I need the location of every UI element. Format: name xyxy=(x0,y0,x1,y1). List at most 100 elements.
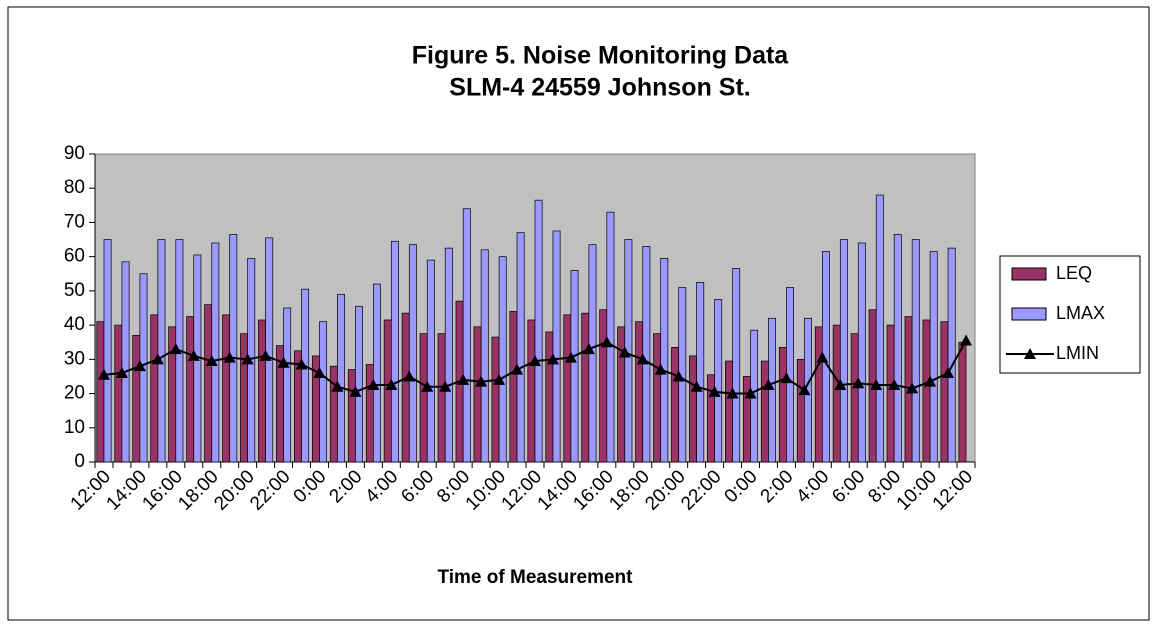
bar xyxy=(240,333,249,463)
bar xyxy=(150,314,159,463)
marker xyxy=(942,367,955,379)
marker xyxy=(295,358,308,370)
bar xyxy=(390,240,399,463)
bar xyxy=(689,355,697,463)
bar xyxy=(714,299,723,463)
bar xyxy=(319,321,328,463)
bar xyxy=(426,259,435,463)
bar xyxy=(642,246,651,463)
marker xyxy=(726,387,739,399)
marker xyxy=(762,379,775,390)
marker xyxy=(744,387,757,399)
bar xyxy=(875,194,884,463)
bar xyxy=(857,242,866,463)
bar xyxy=(929,251,938,463)
bar xyxy=(725,360,733,463)
bar xyxy=(283,307,292,463)
y-tick-label: 50 xyxy=(64,280,85,301)
marker xyxy=(654,363,667,375)
bar xyxy=(365,364,374,463)
marker xyxy=(313,367,326,379)
marker xyxy=(708,385,721,397)
marker xyxy=(367,379,380,390)
bar xyxy=(958,341,967,463)
y-tick-label: 30 xyxy=(64,348,85,369)
bar xyxy=(258,319,266,463)
bar xyxy=(606,211,615,463)
bar xyxy=(832,324,841,463)
bar xyxy=(103,239,112,463)
marker xyxy=(852,377,865,389)
bar xyxy=(768,317,777,463)
bar xyxy=(696,281,705,463)
marker xyxy=(564,351,577,363)
bar xyxy=(437,333,446,463)
bar xyxy=(355,305,363,463)
bar xyxy=(886,324,895,463)
bar xyxy=(599,309,608,463)
bar xyxy=(671,347,680,463)
marker xyxy=(151,353,164,365)
marker xyxy=(636,353,649,365)
bar xyxy=(408,244,417,463)
bar xyxy=(653,333,662,463)
bar xyxy=(778,347,787,463)
bar xyxy=(229,234,238,463)
bar xyxy=(337,293,345,463)
bar xyxy=(947,247,956,463)
bar xyxy=(635,321,644,463)
bar xyxy=(222,314,231,463)
bar xyxy=(660,258,669,463)
marker xyxy=(546,353,559,365)
bar xyxy=(850,333,859,463)
bar xyxy=(491,336,500,463)
bar xyxy=(401,312,410,463)
y-tick-label: 90 xyxy=(64,143,85,164)
marker xyxy=(906,382,919,394)
y-tick-label: 70 xyxy=(64,211,85,232)
marker xyxy=(439,380,452,392)
legend-label: LMIN xyxy=(1056,343,1099,363)
marker xyxy=(511,363,524,375)
marker xyxy=(924,375,937,387)
legend-label: LEQ xyxy=(1056,263,1092,283)
bar xyxy=(509,311,518,463)
bar xyxy=(265,237,274,463)
chart-subtitle: SLM-4 24559 Johnson St. xyxy=(449,74,750,102)
marker xyxy=(672,370,685,382)
bar xyxy=(552,230,561,463)
bar xyxy=(121,261,130,463)
bar xyxy=(581,312,590,463)
marker xyxy=(870,379,883,390)
chart-title: Figure 5. Noise Monitoring Data xyxy=(412,42,790,70)
bar xyxy=(742,376,751,463)
bar xyxy=(301,288,310,463)
bar xyxy=(545,331,554,463)
marker xyxy=(582,343,595,355)
bar xyxy=(527,319,536,463)
legend-marker xyxy=(1024,348,1036,359)
legend-swatch xyxy=(1011,267,1047,281)
marker xyxy=(960,334,973,346)
bar xyxy=(473,326,482,463)
legend-swatch xyxy=(1011,307,1047,321)
marker xyxy=(457,373,470,385)
marker xyxy=(529,355,541,367)
bar xyxy=(462,208,471,463)
bar xyxy=(796,358,805,463)
y-tick-label: 0 xyxy=(74,451,85,472)
bar xyxy=(157,239,166,463)
marker xyxy=(618,346,631,358)
bar xyxy=(96,321,105,463)
bar xyxy=(617,326,626,463)
bar xyxy=(419,333,428,463)
marker xyxy=(205,355,218,367)
bar xyxy=(534,199,543,463)
y-tick-label: 60 xyxy=(64,246,85,267)
x-axis-title: Time of Measurement xyxy=(438,567,634,588)
marker xyxy=(97,368,110,380)
bar xyxy=(940,321,949,463)
legend-label: LMAX xyxy=(1056,303,1105,323)
y-tick-label: 20 xyxy=(64,383,85,404)
marker xyxy=(133,360,146,372)
